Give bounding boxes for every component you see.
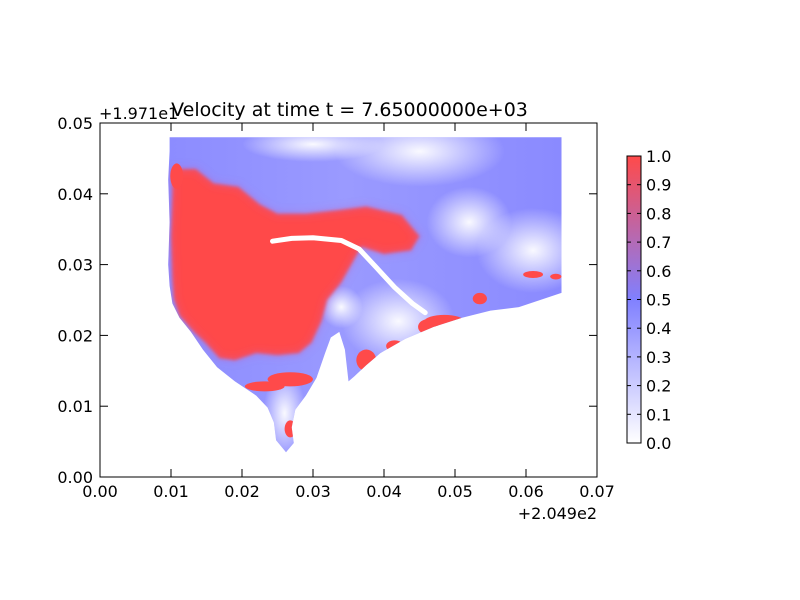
colorbar-tick-label: 1.0 xyxy=(646,147,671,166)
x-tick-label: 0.00 xyxy=(82,482,118,501)
high-velocity-patch xyxy=(356,349,377,371)
colorbar-tick-label: 0.6 xyxy=(646,262,671,281)
axes-frame xyxy=(99,122,598,478)
high-velocity-patch xyxy=(550,273,562,280)
x-axis-offset-label: +2.049e2 xyxy=(518,504,597,523)
colorbar: 0.0 0.1 0.2 0.3 0.4 0.5 0.6 0.7 0.8 0.9 1.0 xyxy=(626,147,671,453)
y-tick-label: 0.01 xyxy=(57,397,93,416)
colorbar-tick-label: 0.7 xyxy=(646,233,671,252)
high-velocity-zone xyxy=(171,169,420,361)
y-axis-offset-label: +1.971e1 xyxy=(99,104,178,123)
colorbar-tick-label: 0.9 xyxy=(646,176,671,195)
dry-channel xyxy=(270,235,428,316)
colorbar-tick-label: 0.8 xyxy=(646,204,671,223)
x-tick-label: 0.06 xyxy=(508,482,544,501)
x-tick-label: 0.05 xyxy=(437,482,473,501)
colorbar-tick-label: 0.3 xyxy=(646,348,671,367)
high-velocity-patch xyxy=(472,292,487,305)
y-tick-label: 0.05 xyxy=(57,114,93,133)
velocity-heatmap xyxy=(168,137,562,453)
low-velocity-zone xyxy=(242,137,384,162)
colorbar-tick-label: 0.5 xyxy=(646,291,671,310)
x-axis-ticks: 0.00 0.01 0.02 0.03 0.04 0.05 0.06 0.07 xyxy=(82,123,615,501)
x-tick-label: 0.03 xyxy=(295,482,331,501)
colorbar-tick-label: 0.2 xyxy=(646,377,671,396)
x-tick-label: 0.04 xyxy=(366,482,402,501)
colorbar-ticks: 0.0 0.1 0.2 0.3 0.4 0.5 0.6 0.7 0.8 0.9 1.0 xyxy=(627,147,671,453)
y-axis-ticks: 0.00 0.01 0.02 0.03 0.04 0.05 xyxy=(57,114,597,487)
x-tick-label: 0.01 xyxy=(153,482,189,501)
high-velocity-patch xyxy=(267,372,313,387)
y-tick-label: 0.03 xyxy=(57,256,93,275)
x-tick-label: 0.07 xyxy=(579,482,615,501)
high-velocity-patch xyxy=(523,270,544,279)
high-velocity-patch xyxy=(424,314,465,328)
x-tick-label: 0.02 xyxy=(224,482,260,501)
high-velocity-patch xyxy=(170,163,184,189)
y-tick-label: 0.00 xyxy=(57,468,93,487)
colorbar-tick-label: 0.0 xyxy=(646,434,671,453)
y-tick-label: 0.02 xyxy=(57,326,93,345)
colorbar-tick-label: 0.4 xyxy=(646,319,671,338)
low-velocity-zone xyxy=(334,137,505,187)
chart-title: Velocity at time t = 7.65000000e+03 xyxy=(171,99,528,121)
colorbar-tick-label: 0.1 xyxy=(646,405,671,424)
low-velocity-zone xyxy=(426,186,512,258)
y-tick-label: 0.04 xyxy=(57,185,93,204)
high-velocity-patch xyxy=(244,381,285,392)
high-velocity-patch xyxy=(284,420,296,438)
high-velocity-patch xyxy=(386,340,404,352)
